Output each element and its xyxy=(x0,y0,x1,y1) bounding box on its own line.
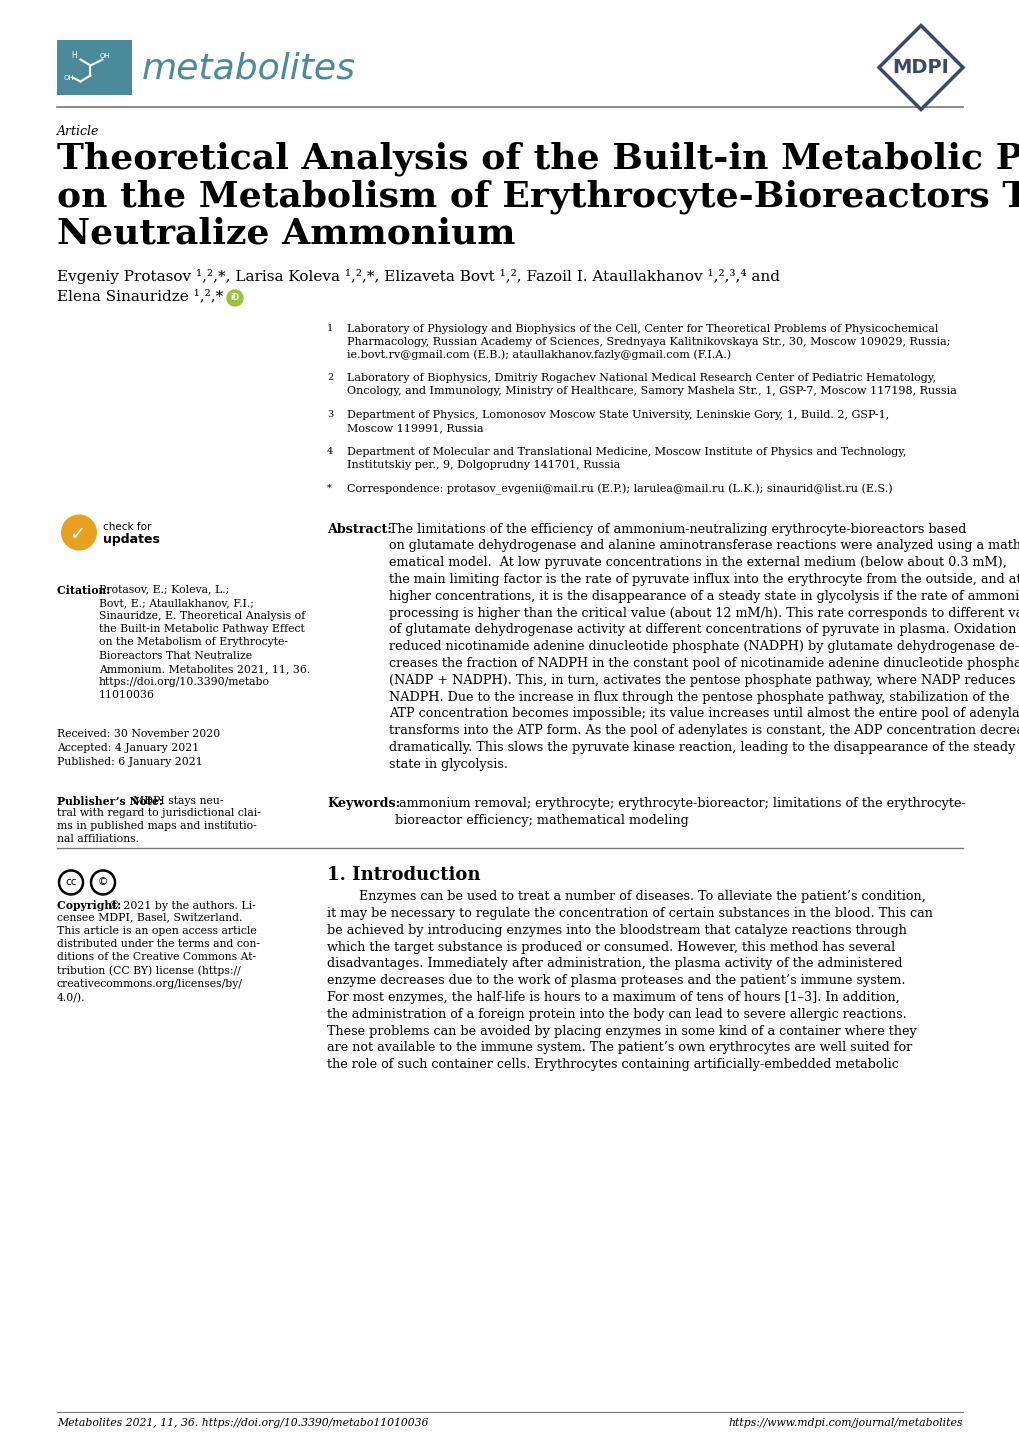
Text: Laboratory of Physiology and Biophysics of the Cell, Center for Theoretical Prob: Laboratory of Physiology and Biophysics … xyxy=(346,324,950,360)
Text: Neutralize Ammonium: Neutralize Ammonium xyxy=(57,216,515,251)
Polygon shape xyxy=(878,26,962,110)
Text: 2: 2 xyxy=(327,373,333,382)
Text: ©: © xyxy=(98,877,108,887)
Text: iD: iD xyxy=(230,294,239,303)
Text: Metabolites 2021, 11, 36. https://doi.org/10.3390/metabo11010036: Metabolites 2021, 11, 36. https://doi.or… xyxy=(57,1417,428,1428)
Text: Department of Physics, Lomonosov Moscow State University, Leninskie Gory, 1, Bui: Department of Physics, Lomonosov Moscow … xyxy=(346,411,889,433)
Text: ✓: ✓ xyxy=(68,525,86,544)
Text: cc: cc xyxy=(65,877,76,887)
Text: Correspondence: protasov_evgenii@mail.ru (E.P.); larulea@mail.ru (L.K.); sinauri: Correspondence: protasov_evgenii@mail.ru… xyxy=(346,485,892,496)
Text: ammonium removal; erythrocyte; erythrocyte-bioreactor; limitations of the erythr: ammonium removal; erythrocyte; erythrocy… xyxy=(394,797,965,826)
Text: metabolites: metabolites xyxy=(142,52,356,85)
Text: Abstract:: Abstract: xyxy=(327,522,391,535)
Text: Theoretical Analysis of the Built-in Metabolic Pathway Effect: Theoretical Analysis of the Built-in Met… xyxy=(57,141,1019,176)
Text: MDPI stays neu-: MDPI stays neu- xyxy=(132,796,223,806)
Text: 1. Introduction: 1. Introduction xyxy=(327,867,480,884)
Text: MDPI: MDPI xyxy=(892,58,949,76)
Text: *: * xyxy=(327,485,331,493)
Text: Evgeniy Protasov ¹,²,*, Larisa Koleva ¹,²,*, Elizaveta Bovt ¹,², Fazoil I. Ataul: Evgeniy Protasov ¹,²,*, Larisa Koleva ¹,… xyxy=(57,270,780,284)
Text: The limitations of the efficiency of ammonium-neutralizing erythrocyte-bioreacto: The limitations of the efficiency of amm… xyxy=(388,522,1019,770)
Bar xyxy=(57,40,131,95)
Text: 4: 4 xyxy=(327,447,333,456)
Text: Copyright:: Copyright: xyxy=(57,900,125,911)
Text: OH: OH xyxy=(99,52,110,59)
Text: 3: 3 xyxy=(327,411,333,420)
Text: 1: 1 xyxy=(327,324,333,333)
Text: https://www.mdpi.com/journal/metabolites: https://www.mdpi.com/journal/metabolites xyxy=(728,1417,962,1428)
Text: © 2021 by the authors. Li-: © 2021 by the authors. Li- xyxy=(109,900,256,911)
Text: check for: check for xyxy=(103,522,151,532)
Text: Elena Sinauridze ¹,²,*: Elena Sinauridze ¹,²,* xyxy=(57,288,223,303)
Text: on the Metabolism of Erythrocyte-Bioreactors That: on the Metabolism of Erythrocyte-Bioreac… xyxy=(57,179,1019,213)
Text: Department of Molecular and Translational Medicine, Moscow Institute of Physics : Department of Molecular and Translationa… xyxy=(346,447,906,470)
Circle shape xyxy=(61,515,97,551)
Text: censee MDPI, Basel, Switzerland.
This article is an open access article
distribu: censee MDPI, Basel, Switzerland. This ar… xyxy=(57,913,260,1002)
Text: Laboratory of Biophysics, Dmitriy Rogachev National Medical Research Center of P: Laboratory of Biophysics, Dmitriy Rogach… xyxy=(346,373,956,397)
Circle shape xyxy=(227,290,243,306)
Text: Publisher’s Note:: Publisher’s Note: xyxy=(57,796,166,806)
Text: Received: 30 November 2020
Accepted: 4 January 2021
Published: 6 January 2021: Received: 30 November 2020 Accepted: 4 J… xyxy=(57,730,220,767)
Text: Keywords:: Keywords: xyxy=(327,797,399,810)
Text: OH: OH xyxy=(63,75,73,81)
Text: H: H xyxy=(71,50,77,61)
Text: Article: Article xyxy=(57,125,99,138)
Text: updates: updates xyxy=(103,534,160,547)
Text: Enzymes can be used to treat a number of diseases. To alleviate the patient’s co: Enzymes can be used to treat a number of… xyxy=(327,890,932,1071)
Text: tral with regard to jurisdictional clai-
ms in published maps and institutio-
na: tral with regard to jurisdictional clai-… xyxy=(57,808,261,844)
Text: Citation:: Citation: xyxy=(57,584,114,596)
Text: Protasov, E.; Koleva, L.;
Bovt, E.; Ataullakhanov, F.I.;
Sinauridze, E. Theoreti: Protasov, E.; Koleva, L.; Bovt, E.; Atau… xyxy=(99,584,310,701)
